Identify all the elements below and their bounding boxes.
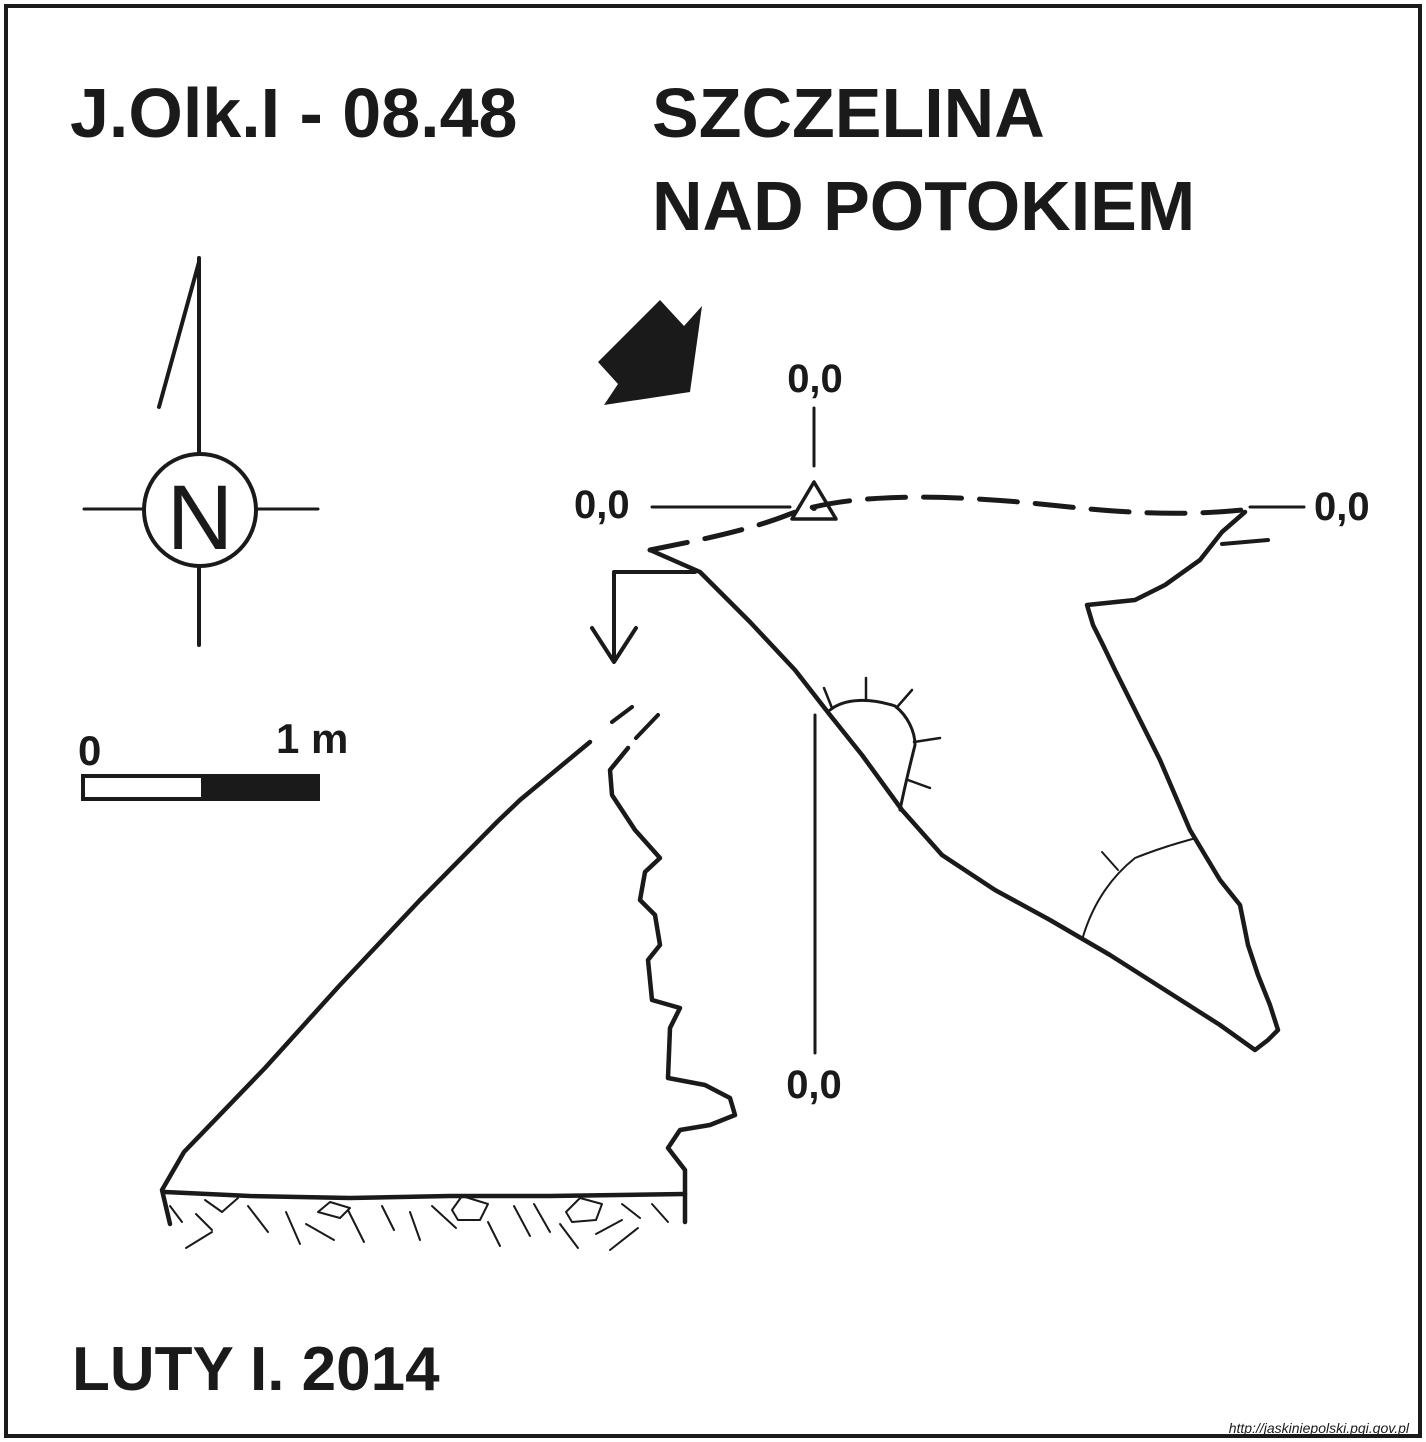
down-arrow-icon <box>590 570 697 664</box>
scale-bar: 0 1 m <box>78 715 348 801</box>
datum-label-left: 0,0 <box>574 483 630 527</box>
cave-wall-ledge <box>1220 538 1270 546</box>
scale-end-label: 1 m <box>276 715 348 762</box>
source-credit[interactable]: http://jaskiniepolski.pgi.gov.pl <box>1229 1420 1410 1436</box>
inner-ridge-tick <box>1101 851 1119 871</box>
triangle-station-icon <box>790 480 838 521</box>
passage-break-2 <box>634 713 660 740</box>
cave-name-line2: NAD POTOKIEM <box>652 167 1195 245</box>
cave-code: J.Olk.I - 08.48 <box>70 74 517 152</box>
inner-ridge-line <box>1081 837 1197 941</box>
compass-letter: N <box>167 467 233 569</box>
cave-name-line1: SZCZELINA <box>652 74 1045 152</box>
datum-label-bottom: 0,0 <box>786 1063 842 1107</box>
map-frame <box>4 4 1422 1438</box>
niche-hachure <box>822 676 942 812</box>
cave-wall-irregular <box>607 745 738 1225</box>
passage-break-1 <box>610 705 634 724</box>
north-arrow-icon: N <box>82 256 320 647</box>
survey-date: LUTY I. 2014 <box>72 1335 440 1404</box>
cave-floor-debris <box>162 1189 688 1251</box>
datum-label-top: 0,0 <box>787 357 843 401</box>
entrance-arrow-icon <box>598 300 702 405</box>
scale-start-label: 0 <box>78 727 101 774</box>
cave-wall-right <box>647 509 1281 1053</box>
dripline-dashed <box>647 494 1245 553</box>
datum-label-right: 0,0 <box>1314 485 1370 529</box>
datum-lines <box>650 406 1306 1055</box>
cave-wall-left <box>159 739 593 1227</box>
